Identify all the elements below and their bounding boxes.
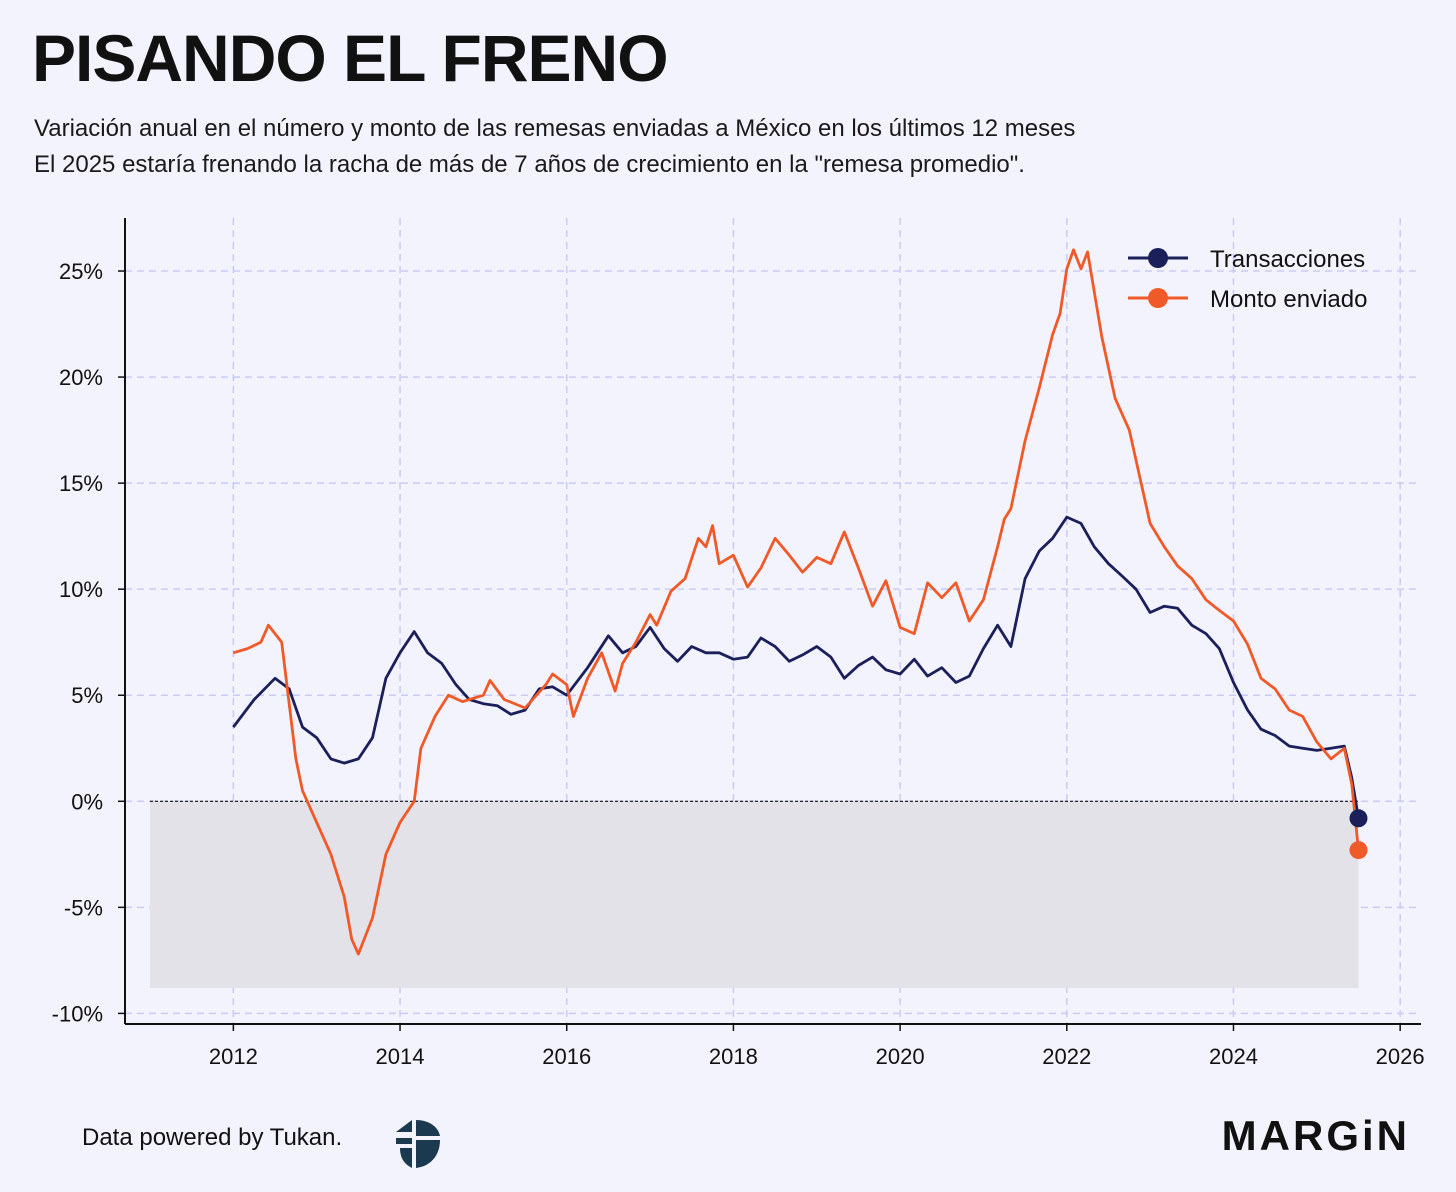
y-tick-label: 15% <box>59 471 103 496</box>
end-point-marker-monto-enviado <box>1349 841 1368 860</box>
series-layer <box>232 248 1368 956</box>
data-credit: Data powered by Tukan. <box>82 1124 343 1151</box>
y-tick-label: -10% <box>52 1001 103 1026</box>
axes-layer: 25% 20% 15% 10% 5% 0% -5% -10% 2012 2014 2016 2018 2… <box>52 218 1425 1069</box>
x-tick-label: 2020 <box>876 1044 925 1069</box>
negative-region-band <box>150 801 1359 988</box>
x-tick-label: 2024 <box>1209 1044 1258 1069</box>
grid-layer <box>125 218 1421 1024</box>
legend-marker-transacciones <box>1148 248 1168 268</box>
legend-marker-monto-enviado <box>1148 288 1168 308</box>
tukan-logo-icon <box>396 1120 440 1168</box>
series-line-transacciones <box>232 515 1360 819</box>
legend: Transacciones Monto enviado <box>1128 246 1367 313</box>
x-tick-label: 2026 <box>1376 1044 1425 1069</box>
x-tick-label: 2022 <box>1042 1044 1091 1069</box>
y-tick-label: 20% <box>59 365 103 390</box>
series-line-monto-enviado <box>232 248 1360 956</box>
chart-subtitle-line-2: El 2025 estaría frenando la racha de más… <box>34 151 1025 178</box>
y-tick-label: 5% <box>71 683 103 708</box>
page-title: PISANDO EL FRENO <box>32 21 669 95</box>
end-point-marker-transacciones <box>1349 809 1368 828</box>
legend-label-transacciones: Transacciones <box>1210 246 1365 273</box>
x-tick-label: 2012 <box>209 1044 258 1069</box>
x-tick-label: 2018 <box>709 1044 758 1069</box>
y-tick-label: 0% <box>71 789 103 814</box>
chart-subtitle-line-1: Variación anual en el número y monto de … <box>34 115 1076 142</box>
legend-label-monto-enviado: Monto enviado <box>1210 286 1367 313</box>
brand-logo: MARGiN <box>1221 1112 1410 1159</box>
x-tick-label: 2016 <box>542 1044 591 1069</box>
x-tick-label: 2014 <box>376 1044 425 1069</box>
y-tick-label: -5% <box>64 895 103 920</box>
y-tick-label: 10% <box>59 577 103 602</box>
y-tick-label: 25% <box>59 259 103 284</box>
